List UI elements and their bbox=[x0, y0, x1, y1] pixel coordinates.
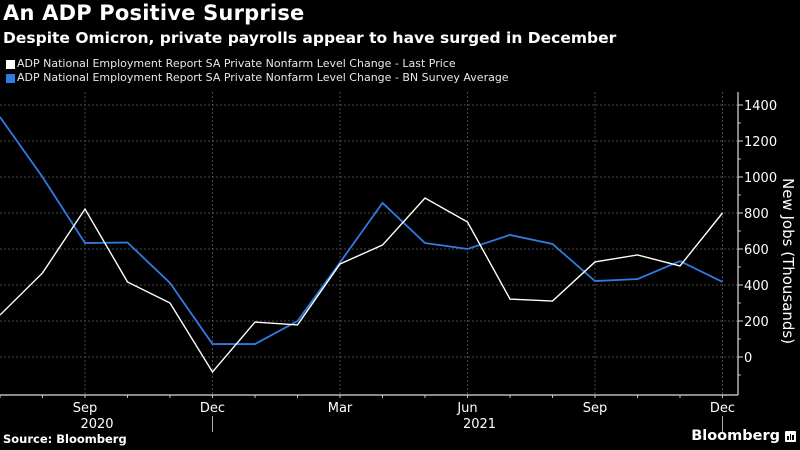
legend-item-last-price: ADP National Employment Report SA Privat… bbox=[6, 57, 509, 71]
source-note: Source: Bloomberg bbox=[3, 432, 127, 446]
x-tick-label: Mar bbox=[328, 401, 353, 416]
series-line-last-price bbox=[0, 197, 724, 374]
x-tick-label: Dec bbox=[200, 401, 225, 416]
y-tick-label: 1200 bbox=[744, 135, 777, 150]
chart-title: An ADP Positive Surprise bbox=[3, 1, 305, 25]
chart-subtitle: Despite Omicron, private payrolls appear… bbox=[3, 29, 617, 47]
gridlines bbox=[0, 92, 738, 395]
axes bbox=[0, 92, 743, 432]
legend-label-last-price: ADP National Employment Report SA Privat… bbox=[17, 57, 456, 70]
y-tick-label: 1400 bbox=[744, 99, 777, 114]
series-lines bbox=[0, 116, 724, 374]
y-tick-label: 0 bbox=[744, 351, 752, 366]
legend-item-survey-average: ADP National Employment Report SA Privat… bbox=[6, 71, 509, 85]
y-tick-label: 800 bbox=[744, 207, 769, 222]
brand-name: Bloomberg bbox=[691, 428, 780, 444]
x-tick-label: Sep bbox=[73, 401, 98, 416]
legend-swatch-survey-average bbox=[6, 73, 15, 83]
legend: ADP National Employment Report SA Privat… bbox=[6, 57, 509, 85]
legend-label-survey-average: ADP National Employment Report SA Privat… bbox=[17, 71, 509, 84]
y-tick-label: 1000 bbox=[744, 171, 777, 186]
legend-swatch-last-price bbox=[6, 59, 15, 69]
x-year-label: 2020 bbox=[80, 417, 113, 432]
x-year-label: 2021 bbox=[463, 417, 496, 432]
brand-logo: Bloomberg bbox=[691, 428, 796, 444]
bar-chart-icon bbox=[785, 430, 796, 442]
x-tick-label: Dec bbox=[710, 401, 735, 416]
y-tick-label: 600 bbox=[744, 243, 769, 258]
x-tick-label: Jun bbox=[456, 401, 477, 416]
y-tick-label: 200 bbox=[744, 315, 769, 330]
y-axis-title: New Jobs (Thousands) bbox=[779, 178, 797, 344]
y-tick-label: 400 bbox=[744, 279, 769, 294]
x-tick-label: Sep bbox=[583, 401, 608, 416]
series-line-survey-average bbox=[0, 116, 723, 345]
